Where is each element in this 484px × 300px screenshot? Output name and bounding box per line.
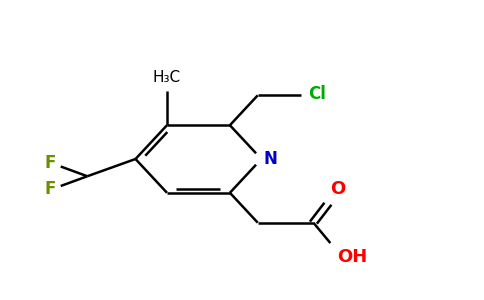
Text: H₃C: H₃C [153,70,181,85]
Text: O: O [330,180,345,198]
Text: OH: OH [338,248,368,266]
Text: F: F [45,154,56,172]
Text: F: F [45,180,56,198]
Text: Cl: Cl [309,85,326,103]
Text: N: N [264,150,278,168]
